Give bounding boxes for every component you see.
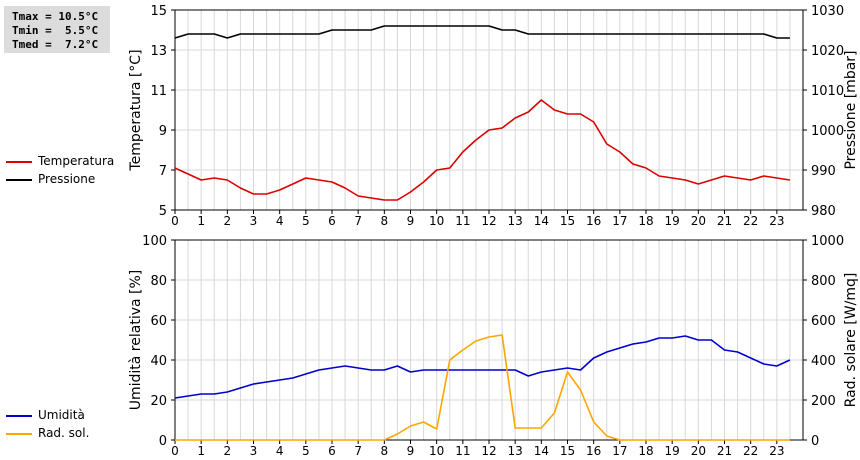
series-line-rad-sol (175, 334, 790, 441)
x-tick-label: 0 (171, 444, 179, 458)
x-tick-label: 14 (534, 214, 549, 228)
series-line-umidit (174, 335, 791, 399)
x-tick-label: 21 (717, 214, 732, 228)
x-tick-label: 16 (586, 214, 601, 228)
x-tick-label: 9 (407, 444, 415, 458)
x-tick-label: 13 (508, 444, 523, 458)
y2-tick-label: 200 (811, 394, 836, 409)
legend-label: Rad. sol. (38, 426, 90, 440)
y2-tick-label: 0 (811, 434, 819, 449)
x-tick-label: 16 (586, 444, 601, 458)
x-tick-label: 5 (302, 214, 310, 228)
x-tick-label: 1 (197, 214, 205, 228)
y2-axis-label: Pressione [mbar] (843, 50, 859, 169)
x-tick-label: 14 (534, 444, 549, 458)
x-tick-label: 4 (276, 214, 284, 228)
y2-tick-label: 1020 (811, 44, 844, 59)
legend-swatch (6, 415, 32, 417)
x-tick-label: 22 (743, 214, 758, 228)
legend-label: Umidità (38, 408, 85, 422)
legend-swatch (6, 433, 32, 435)
x-tick-label: 12 (481, 444, 496, 458)
x-tick-label: 20 (691, 444, 706, 458)
x-tick-label: 8 (381, 214, 389, 228)
y-tick-label: 9 (159, 124, 167, 139)
stats-box: Tmax = 10.5°C Tmin = 5.5°C Tmed = 7.2°C (4, 6, 110, 53)
stat-tmax: Tmax = 10.5°C (12, 10, 99, 23)
y2-axis-label: Rad. solare [W/mq] (843, 273, 859, 408)
x-tick-label: 10 (429, 214, 444, 228)
y2-tick-label: 990 (811, 164, 836, 179)
legend-swatch (6, 161, 32, 163)
y-axis-label: Umidità relativa [%] (128, 270, 144, 411)
y2-tick-label: 800 (811, 274, 836, 289)
y-tick-label: 15 (150, 4, 167, 19)
y2-tick-label: 1000 (811, 124, 844, 139)
x-tick-label: 3 (250, 444, 258, 458)
x-tick-label: 1 (197, 444, 205, 458)
x-tick-label: 18 (638, 444, 653, 458)
y-tick-label: 100 (142, 234, 167, 249)
chart-panel-1: 0 1 2 3 4 5 6 7 8 9 10 11 12 13 14 15 16 17 18 19 20 21 22 2302… (128, 234, 859, 458)
stat-tmin: Tmin = 5.5°C (12, 24, 99, 37)
y2-tick-label: 1000 (811, 234, 844, 249)
x-tick-label: 23 (769, 214, 784, 228)
series-line-pressione (174, 25, 790, 39)
x-tick-label: 2 (224, 214, 232, 228)
x-tick-label: 19 (665, 214, 680, 228)
x-tick-label: 15 (560, 214, 575, 228)
legend-label: Pressione (38, 172, 96, 186)
x-tick-label: 13 (508, 214, 523, 228)
x-tick-label: 7 (354, 444, 362, 458)
y-axis-label: Temperatura [°C] (128, 49, 144, 171)
x-tick-label: 9 (407, 214, 415, 228)
x-tick-label: 22 (743, 444, 758, 458)
y-tick-label: 11 (150, 84, 167, 99)
stat-tmed: Tmed = 7.2°C (12, 38, 99, 51)
x-tick-label: 15 (560, 444, 575, 458)
x-tick-label: 5 (302, 444, 310, 458)
x-tick-label: 18 (638, 214, 653, 228)
y-tick-label: 0 (159, 434, 167, 449)
x-tick-label: 12 (481, 214, 496, 228)
y-tick-label: 7 (159, 164, 167, 179)
y2-tick-label: 1010 (811, 84, 844, 99)
x-tick-label: 3 (250, 214, 258, 228)
y-tick-label: 20 (150, 394, 167, 409)
x-tick-label: 23 (769, 444, 784, 458)
x-tick-label: 2 (224, 444, 232, 458)
x-tick-label: 6 (328, 214, 336, 228)
x-tick-label: 21 (717, 444, 732, 458)
y2-tick-label: 980 (811, 204, 836, 219)
y-tick-label: 40 (150, 354, 167, 369)
x-tick-label: 11 (455, 214, 470, 228)
y-tick-label: 60 (150, 314, 167, 329)
y-tick-label: 80 (150, 274, 167, 289)
x-tick-label: 17 (612, 444, 627, 458)
series-line-temperatura (174, 99, 791, 201)
x-tick-label: 4 (276, 444, 284, 458)
x-tick-label: 6 (328, 444, 336, 458)
x-tick-label: 17 (612, 214, 627, 228)
legend-swatch (6, 179, 32, 181)
x-tick-label: 10 (429, 444, 444, 458)
x-tick-label: 11 (455, 444, 470, 458)
legend-label: Temperatura (38, 154, 115, 168)
x-tick-label: 19 (665, 444, 680, 458)
x-tick-label: 0 (171, 214, 179, 228)
y-tick-label: 13 (150, 44, 167, 59)
x-tick-label: 8 (381, 444, 389, 458)
y2-tick-label: 1030 (811, 4, 844, 19)
chart-panel-0: 0 1 2 3 4 5 6 7 8 9 10 11 12 13 14 15 16 17 18 19 20 21 22 2357… (128, 4, 859, 228)
y2-tick-label: 400 (811, 354, 836, 369)
x-tick-label: 7 (354, 214, 362, 228)
x-tick-label: 20 (691, 214, 706, 228)
y-tick-label: 5 (159, 204, 167, 219)
y2-tick-label: 600 (811, 314, 836, 329)
